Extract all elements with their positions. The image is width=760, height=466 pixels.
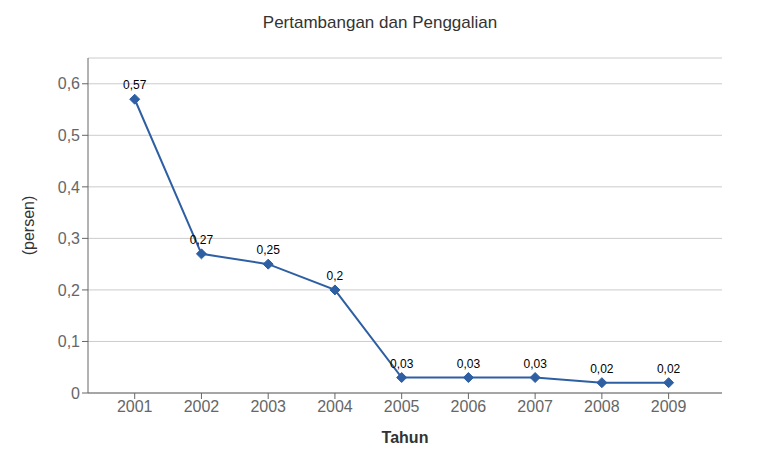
- svg-text:2009: 2009: [651, 398, 687, 415]
- svg-text:0,4: 0,4: [58, 179, 80, 196]
- svg-text:0,27: 0,27: [190, 233, 214, 247]
- svg-text:0,5: 0,5: [58, 127, 80, 144]
- svg-text:0,03: 0,03: [390, 357, 414, 371]
- svg-text:0,02: 0,02: [657, 362, 681, 376]
- svg-text:0: 0: [71, 385, 80, 402]
- svg-text:0,6: 0,6: [58, 75, 80, 92]
- svg-text:0,1: 0,1: [58, 333, 80, 350]
- svg-text:0,03: 0,03: [523, 357, 547, 371]
- svg-text:2008: 2008: [584, 398, 620, 415]
- svg-text:2004: 2004: [317, 398, 353, 415]
- svg-text:2002: 2002: [184, 398, 220, 415]
- svg-text:0,02: 0,02: [590, 362, 614, 376]
- svg-text:Tahun: Tahun: [382, 429, 429, 446]
- svg-text:0,3: 0,3: [58, 230, 80, 247]
- svg-text:0,2: 0,2: [58, 282, 80, 299]
- svg-text:0,03: 0,03: [457, 357, 481, 371]
- svg-text:2001: 2001: [117, 398, 153, 415]
- svg-text:0,2: 0,2: [327, 269, 344, 283]
- html-text:Pertambangan dan Penggalian: Pertambangan dan Penggalian: [262, 13, 498, 32]
- svg-text:0,57: 0,57: [123, 78, 147, 92]
- svg-text:2007: 2007: [517, 398, 553, 415]
- svg-text:2003: 2003: [250, 398, 286, 415]
- svg-text:2006: 2006: [451, 398, 487, 415]
- svg-text:2005: 2005: [384, 398, 420, 415]
- svg-text:0,25: 0,25: [257, 243, 281, 257]
- svg-text:(persen): (persen): [20, 196, 37, 256]
